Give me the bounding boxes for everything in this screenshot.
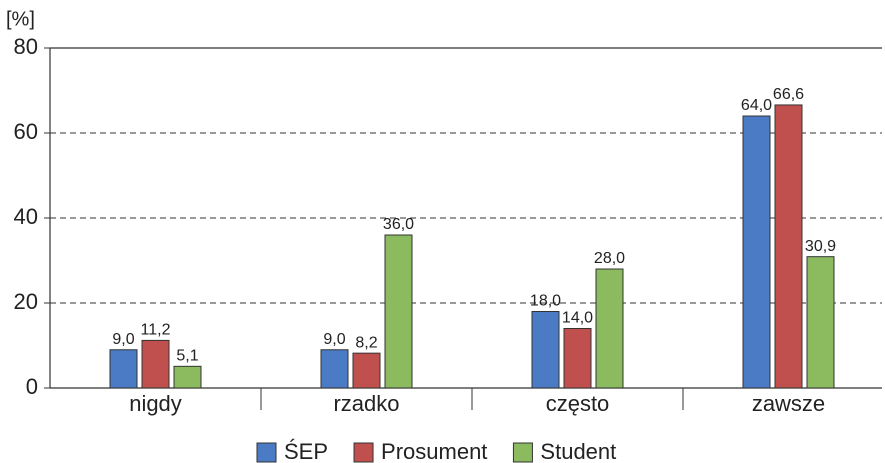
bar <box>806 256 835 389</box>
value-label: 14,0 <box>562 310 593 327</box>
y-axis-label: [%] <box>6 8 35 30</box>
value-label: 5,1 <box>176 348 198 365</box>
bar <box>109 349 138 389</box>
x-tick-label: nigdy <box>129 391 182 416</box>
value-label: 66,6 <box>773 86 804 103</box>
bar <box>352 352 381 389</box>
bar <box>141 339 170 389</box>
bar <box>384 234 413 389</box>
value-label: 8,2 <box>355 334 377 351</box>
y-tick-label: 0 <box>26 374 38 399</box>
value-label: 9,0 <box>112 331 134 348</box>
x-tick-label: rzadko <box>333 391 399 416</box>
value-label: 36,0 <box>383 216 414 233</box>
value-label: 11,2 <box>141 322 171 339</box>
legend-swatch <box>353 442 374 463</box>
y-tick-label: 40 <box>14 204 38 229</box>
x-tick-label: często <box>546 391 610 416</box>
legend-label: Prosument <box>381 439 487 463</box>
value-label: 64,0 <box>741 97 772 114</box>
legend-swatch <box>256 442 277 463</box>
value-label: 30,9 <box>805 238 836 255</box>
legend-swatch <box>512 442 533 463</box>
legend-label: ŚEP <box>284 439 328 463</box>
value-label: 18,0 <box>530 293 561 310</box>
bar <box>742 115 771 389</box>
legend-label: Student <box>540 439 616 463</box>
value-label: 28,0 <box>594 250 625 267</box>
bar <box>563 328 592 389</box>
bar <box>595 268 624 389</box>
bar <box>320 349 349 389</box>
bar <box>173 365 202 389</box>
x-tick-label: zawsze <box>752 391 825 416</box>
y-tick-label: 20 <box>14 289 38 314</box>
y-tick-label: 80 <box>14 34 38 59</box>
y-tick-label: 60 <box>14 119 38 144</box>
bar <box>531 311 560 389</box>
bar <box>774 104 803 389</box>
value-label: 9,0 <box>323 331 345 348</box>
